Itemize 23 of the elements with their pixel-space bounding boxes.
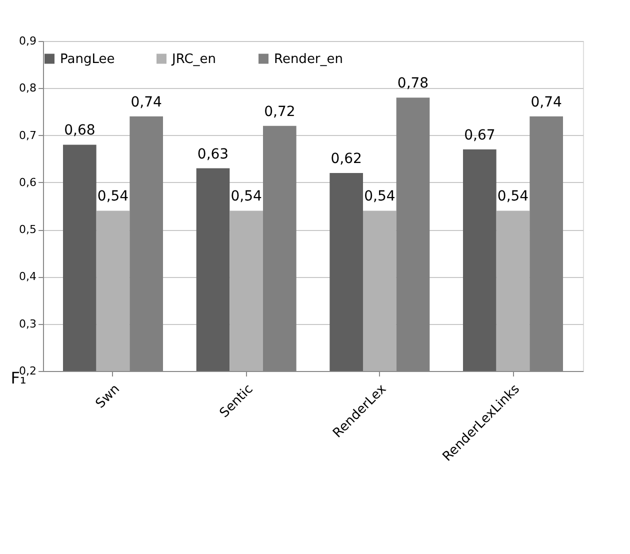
y-tick-label: 0,5: [19, 223, 36, 236]
y-tick-label: 0,6: [19, 176, 36, 189]
data-label: 0,63: [197, 146, 229, 162]
data-label: 0,68: [64, 122, 96, 139]
y-tick-label: 0,9: [19, 34, 36, 48]
y-tick-label: 0,4: [19, 270, 36, 284]
data-label: 0,78: [397, 76, 429, 92]
data-label: 0,62: [330, 151, 362, 167]
y-tick-label: 0,7: [19, 128, 36, 142]
legend-label: JRC_en: [171, 52, 216, 67]
legend-label: Render_en: [274, 52, 344, 67]
data-label: 0,74: [130, 94, 162, 110]
data-label: 0,54: [364, 188, 396, 205]
data-label: 0,54: [230, 188, 262, 205]
data-label: 0,54: [97, 188, 129, 205]
data-label: 0,54: [497, 188, 529, 205]
data-label: 0,67: [464, 127, 496, 144]
y-tick-label: 0,8: [19, 82, 36, 95]
x-tick-label: Swn: [93, 382, 123, 412]
y-tick-label: 0,3: [19, 317, 36, 330]
data-label: 0,72: [264, 104, 296, 120]
legend-label: PangLee: [60, 52, 115, 67]
data-label: 0,74: [530, 94, 562, 110]
